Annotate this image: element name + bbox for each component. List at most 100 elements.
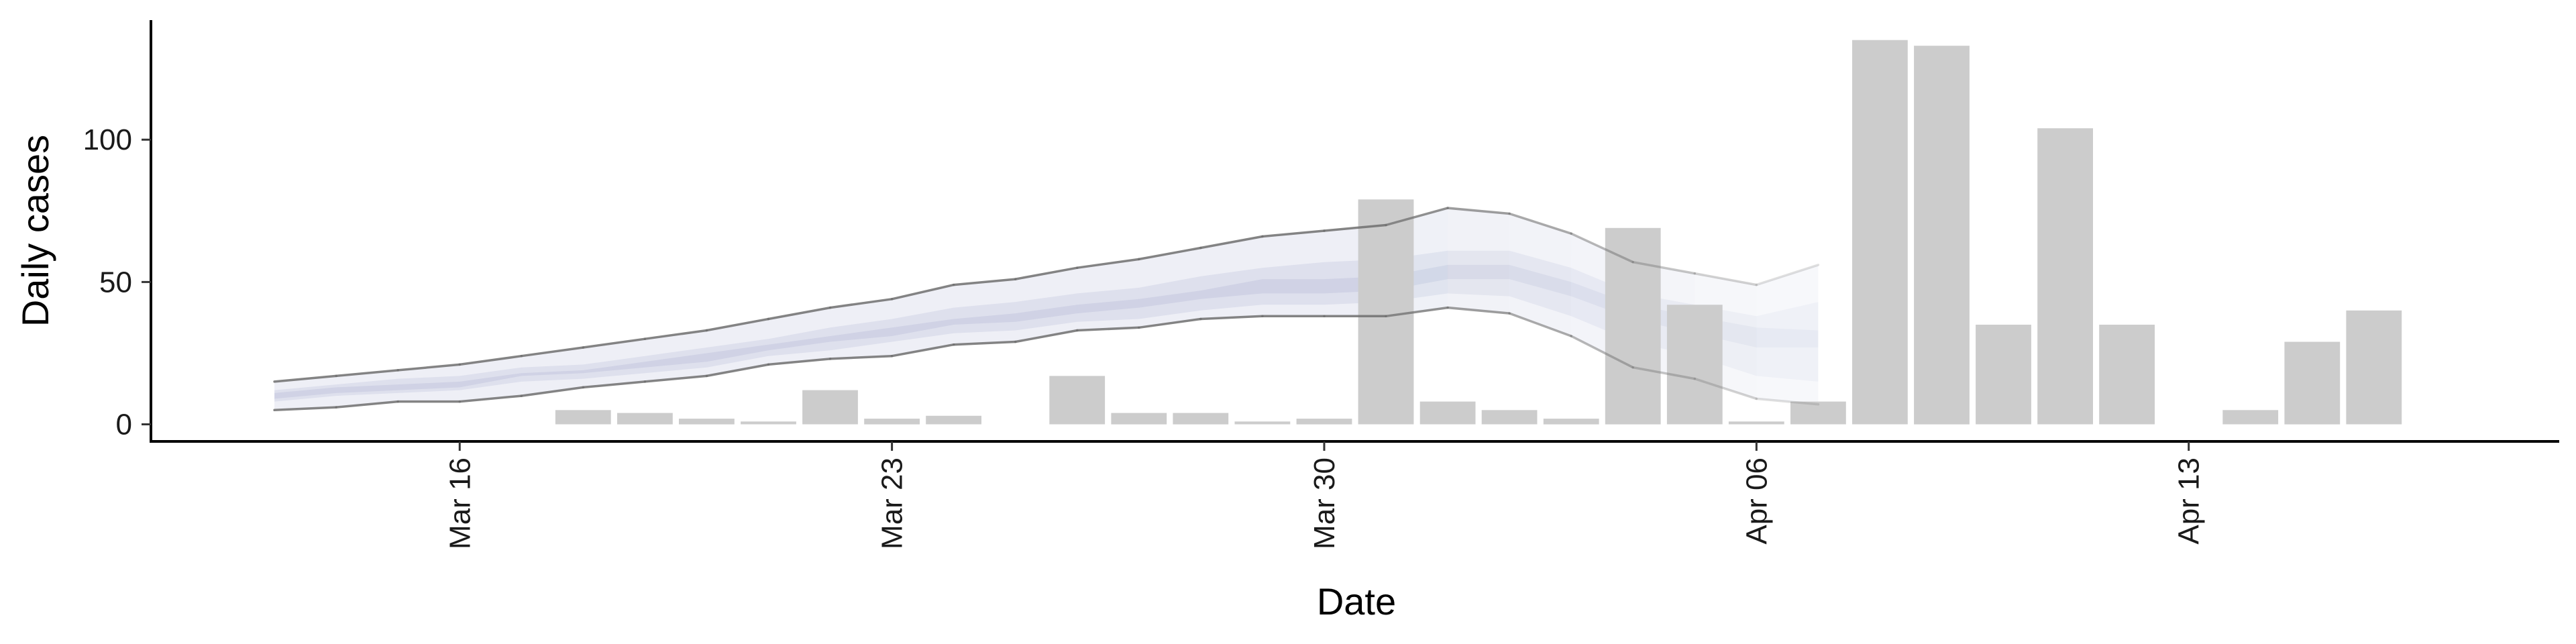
case-bar bbox=[2099, 325, 2155, 425]
upper-bound-line bbox=[890, 283, 955, 301]
lower-bound-line bbox=[273, 406, 337, 412]
case-bar bbox=[2222, 410, 2279, 425]
middle-interval-band bbox=[1015, 293, 1077, 331]
case-bar bbox=[1666, 305, 1723, 425]
case-bar bbox=[2284, 341, 2341, 425]
lower-bound-line bbox=[952, 340, 1017, 346]
lower-bound-line bbox=[1446, 306, 1511, 315]
inner-interval-band bbox=[336, 384, 398, 393]
inner-interval-band bbox=[1756, 327, 1818, 347]
case-bar bbox=[679, 419, 735, 425]
lower-bound-line bbox=[520, 386, 585, 397]
inner-interval-band bbox=[398, 381, 460, 390]
lower-bound-line bbox=[1631, 366, 1697, 380]
outer-interval-band bbox=[398, 364, 460, 402]
upper-bound-line bbox=[1446, 207, 1511, 215]
case-bars bbox=[555, 40, 2402, 425]
lower-bound-line bbox=[1570, 335, 1634, 369]
case-bar bbox=[1173, 413, 1229, 425]
middle-interval-band bbox=[1509, 250, 1572, 317]
middle-interval-band bbox=[1138, 276, 1201, 319]
outer-interval-band bbox=[1200, 236, 1263, 319]
lower-bound-line bbox=[1076, 326, 1140, 332]
upper-bound-line bbox=[705, 317, 770, 332]
inner-interval-band bbox=[1077, 299, 1139, 314]
x-axis-title: Date bbox=[1317, 580, 1396, 623]
outer-interval-band bbox=[1138, 248, 1201, 328]
middle-interval-band bbox=[1448, 250, 1510, 297]
outer-interval-band bbox=[583, 339, 645, 388]
middle-interval-band bbox=[892, 307, 954, 342]
case-bar bbox=[555, 410, 611, 425]
upper-bound-line bbox=[520, 346, 585, 358]
case-bar bbox=[741, 421, 796, 425]
case-bar bbox=[1543, 419, 1599, 425]
upper-bound-line bbox=[1014, 266, 1079, 280]
outer-interval-band bbox=[1015, 268, 1077, 342]
outer-interval-band bbox=[274, 376, 337, 411]
upper-bound-line bbox=[1755, 264, 1820, 286]
outer-interval-band bbox=[336, 370, 398, 408]
middle-interval-band bbox=[830, 319, 892, 351]
middle-interval-band bbox=[953, 302, 1016, 333]
outer-interval-band bbox=[645, 330, 707, 382]
outer-interval-band bbox=[706, 319, 769, 376]
case-bar bbox=[1852, 40, 1908, 425]
case-bar bbox=[1234, 421, 1291, 425]
upper-bound-line bbox=[643, 329, 708, 340]
x-tick-label: Mar 30 bbox=[1308, 458, 1341, 549]
x-tick-label: Apr 13 bbox=[2173, 458, 2206, 545]
inner-interval-band bbox=[830, 327, 892, 342]
upper-bound-line bbox=[952, 278, 1017, 286]
upper-bound-line bbox=[396, 363, 462, 372]
lower-bound-line bbox=[828, 354, 894, 360]
middle-interval-band bbox=[583, 356, 645, 379]
inner-interval-band bbox=[1015, 305, 1077, 322]
case-bar bbox=[802, 390, 858, 425]
inner-interval-band bbox=[274, 387, 337, 399]
middle-interval-band bbox=[336, 378, 398, 396]
lower-bound-line bbox=[1755, 397, 1820, 406]
upper-bound-line bbox=[1199, 235, 1264, 250]
outer-interval-band bbox=[1077, 259, 1139, 331]
outer-interval-band bbox=[830, 299, 892, 359]
lower-bound-line bbox=[890, 343, 955, 358]
inner-interval-band bbox=[953, 313, 1016, 325]
case-bar bbox=[1914, 46, 1970, 425]
y-axis-ticks: 0 50 100 bbox=[83, 123, 151, 441]
upper-bound-line bbox=[1138, 246, 1202, 261]
upper-bound-line bbox=[1693, 272, 1758, 286]
middle-interval-band bbox=[398, 376, 460, 393]
inner-interval-band bbox=[892, 319, 954, 336]
x-axis-ticks: Mar 16 Mar 23 Mar 30 Apr 06 Apr 13 bbox=[443, 441, 2206, 549]
inner-interval-band bbox=[1509, 264, 1572, 297]
lower-bound-line bbox=[1138, 317, 1202, 329]
inner-interval-band bbox=[1448, 264, 1510, 280]
upper-bound-line bbox=[1508, 212, 1572, 235]
lower-bound-line bbox=[582, 380, 647, 389]
case-bar bbox=[1481, 410, 1538, 425]
inner-interval-band bbox=[1262, 279, 1324, 294]
inner-interval-band bbox=[1138, 290, 1201, 308]
case-bar bbox=[1111, 413, 1167, 425]
inner-interval-band bbox=[768, 336, 830, 351]
case-bar bbox=[1358, 199, 1414, 425]
inner-interval-band bbox=[521, 370, 584, 376]
lower-bound-line bbox=[1385, 306, 1449, 318]
middle-interval-band bbox=[706, 339, 769, 368]
upper-bound-line bbox=[1323, 223, 1387, 232]
inner-interval-band bbox=[645, 353, 707, 368]
case-bar bbox=[2037, 128, 2093, 425]
outer-interval-band bbox=[1509, 213, 1572, 336]
y-tick-label: 50 bbox=[99, 266, 132, 299]
outer-interval-band bbox=[460, 356, 522, 402]
forecast-ribbons bbox=[274, 208, 1818, 411]
case-bar bbox=[864, 419, 920, 425]
middle-interval-band bbox=[768, 327, 830, 356]
upper-bound-line bbox=[1570, 232, 1634, 264]
lower-bound-line bbox=[1014, 329, 1079, 343]
lower-bound-line bbox=[705, 363, 770, 378]
upper-bound-line bbox=[1631, 260, 1697, 275]
y-tick-label: 100 bbox=[83, 123, 132, 156]
upper-bound-line bbox=[335, 369, 399, 378]
